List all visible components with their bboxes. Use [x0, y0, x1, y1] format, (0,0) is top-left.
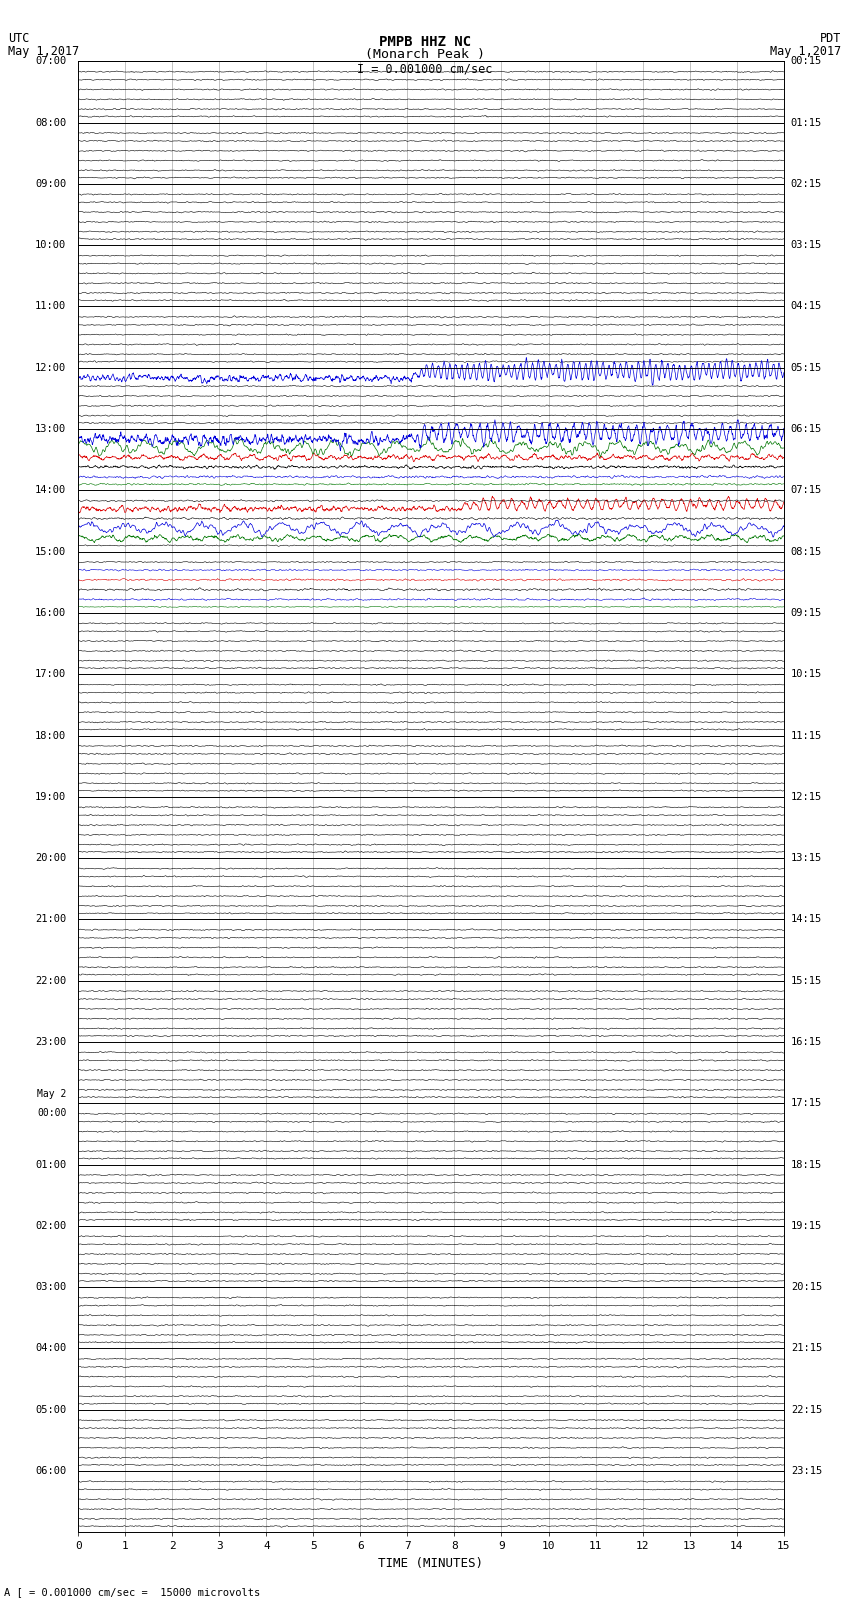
Text: 17:15: 17:15	[790, 1098, 822, 1108]
Text: 04:15: 04:15	[790, 302, 822, 311]
Text: 09:15: 09:15	[790, 608, 822, 618]
Text: 19:00: 19:00	[35, 792, 66, 802]
Text: 03:00: 03:00	[35, 1282, 66, 1292]
Text: 02:00: 02:00	[35, 1221, 66, 1231]
Text: PDT: PDT	[820, 32, 842, 45]
Text: 16:00: 16:00	[35, 608, 66, 618]
Text: 06:00: 06:00	[35, 1466, 66, 1476]
Text: 00:00: 00:00	[37, 1108, 66, 1118]
Text: 08:15: 08:15	[790, 547, 822, 556]
Text: 17:00: 17:00	[35, 669, 66, 679]
Text: 12:15: 12:15	[790, 792, 822, 802]
Text: 12:00: 12:00	[35, 363, 66, 373]
Text: UTC: UTC	[8, 32, 30, 45]
Text: 15:15: 15:15	[790, 976, 822, 986]
Text: May 2: May 2	[37, 1089, 66, 1098]
Text: 03:15: 03:15	[790, 240, 822, 250]
Text: 23:15: 23:15	[790, 1466, 822, 1476]
Text: 21:00: 21:00	[35, 915, 66, 924]
Text: 01:15: 01:15	[790, 118, 822, 127]
Text: 14:00: 14:00	[35, 486, 66, 495]
Text: I = 0.001000 cm/sec: I = 0.001000 cm/sec	[357, 63, 493, 76]
Text: 11:00: 11:00	[35, 302, 66, 311]
Text: 02:15: 02:15	[790, 179, 822, 189]
Text: 13:00: 13:00	[35, 424, 66, 434]
X-axis label: TIME (MINUTES): TIME (MINUTES)	[378, 1557, 484, 1569]
Text: 07:00: 07:00	[35, 56, 66, 66]
Text: 08:00: 08:00	[35, 118, 66, 127]
Text: 22:00: 22:00	[35, 976, 66, 986]
Text: 20:00: 20:00	[35, 853, 66, 863]
Text: PMPB HHZ NC: PMPB HHZ NC	[379, 35, 471, 50]
Text: (Monarch Peak ): (Monarch Peak )	[365, 48, 485, 61]
Text: 05:00: 05:00	[35, 1405, 66, 1415]
Text: 16:15: 16:15	[790, 1037, 822, 1047]
Text: 10:00: 10:00	[35, 240, 66, 250]
Text: 10:15: 10:15	[790, 669, 822, 679]
Text: May 1,2017: May 1,2017	[8, 45, 80, 58]
Text: 14:15: 14:15	[790, 915, 822, 924]
Text: 07:15: 07:15	[790, 486, 822, 495]
Text: 23:00: 23:00	[35, 1037, 66, 1047]
Text: 20:15: 20:15	[790, 1282, 822, 1292]
Text: 18:00: 18:00	[35, 731, 66, 740]
Text: 21:15: 21:15	[790, 1344, 822, 1353]
Text: 15:00: 15:00	[35, 547, 66, 556]
Text: 04:00: 04:00	[35, 1344, 66, 1353]
Text: 01:00: 01:00	[35, 1160, 66, 1169]
Text: A [ = 0.001000 cm/sec =  15000 microvolts: A [ = 0.001000 cm/sec = 15000 microvolts	[4, 1587, 260, 1597]
Text: 09:00: 09:00	[35, 179, 66, 189]
Text: 11:15: 11:15	[790, 731, 822, 740]
Text: 06:15: 06:15	[790, 424, 822, 434]
Text: 13:15: 13:15	[790, 853, 822, 863]
Text: 18:15: 18:15	[790, 1160, 822, 1169]
Text: 00:15: 00:15	[790, 56, 822, 66]
Text: 05:15: 05:15	[790, 363, 822, 373]
Text: May 1,2017: May 1,2017	[770, 45, 842, 58]
Text: 19:15: 19:15	[790, 1221, 822, 1231]
Text: 22:15: 22:15	[790, 1405, 822, 1415]
